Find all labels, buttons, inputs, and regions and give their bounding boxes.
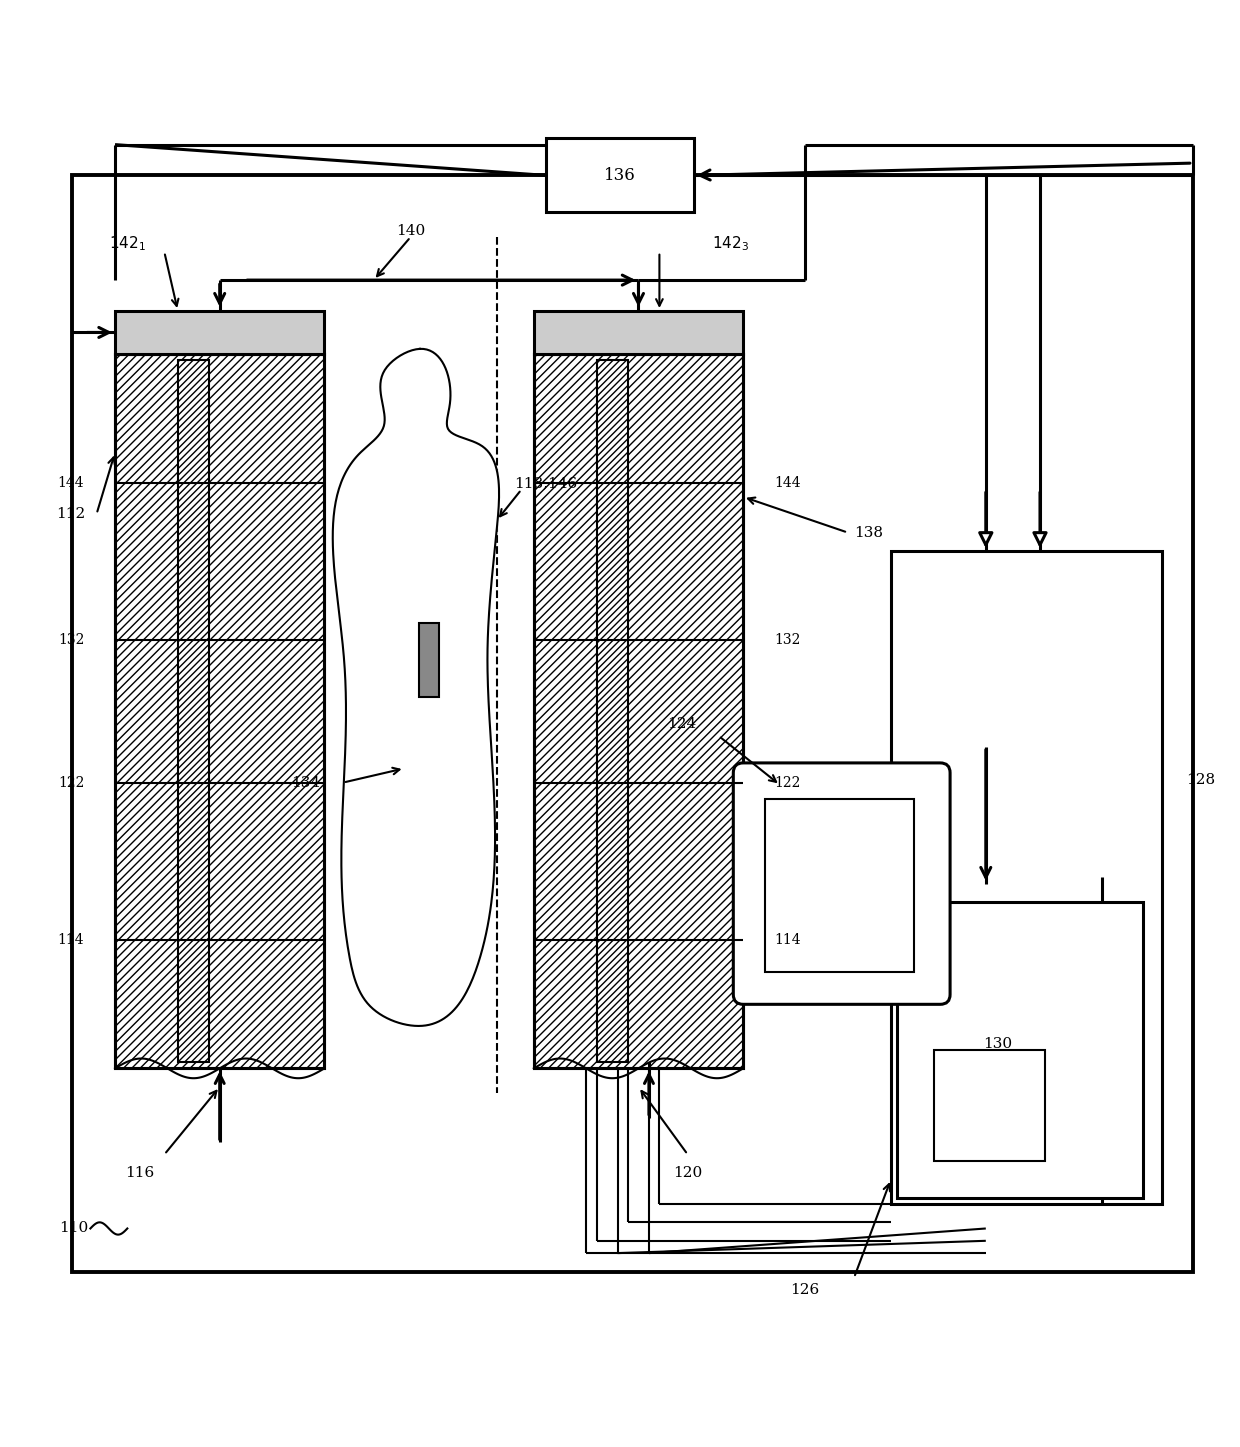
Bar xyxy=(533,355,743,1068)
Bar xyxy=(122,360,177,1062)
Text: 132: 132 xyxy=(774,632,800,647)
Bar xyxy=(177,360,210,1062)
Bar xyxy=(115,311,325,355)
Text: 122: 122 xyxy=(774,776,800,790)
Bar xyxy=(122,360,177,1062)
Bar xyxy=(177,360,210,1062)
Text: 128: 128 xyxy=(1187,773,1215,787)
Bar xyxy=(596,360,627,1062)
FancyBboxPatch shape xyxy=(733,763,950,1004)
Text: 144: 144 xyxy=(774,476,801,489)
Text: 120: 120 xyxy=(673,1166,702,1181)
Text: 144: 144 xyxy=(57,476,84,489)
Text: 126: 126 xyxy=(790,1283,820,1297)
Bar xyxy=(419,624,439,697)
Text: $142_1$: $142_1$ xyxy=(109,234,146,252)
Bar xyxy=(539,360,596,1062)
Bar xyxy=(115,355,325,1068)
Text: 132: 132 xyxy=(58,632,84,647)
Text: 130: 130 xyxy=(983,1036,1013,1051)
Text: 116: 116 xyxy=(125,1166,154,1181)
Text: 122: 122 xyxy=(58,776,84,790)
Bar xyxy=(533,355,743,1068)
Text: 118,146: 118,146 xyxy=(515,476,578,491)
Text: 140: 140 xyxy=(396,224,425,237)
Bar xyxy=(897,901,1143,1198)
Text: $142_3$: $142_3$ xyxy=(712,234,749,252)
Text: 134: 134 xyxy=(291,776,320,790)
Bar xyxy=(934,1051,1045,1160)
Bar xyxy=(115,355,325,1068)
Bar xyxy=(539,360,596,1062)
Text: 114: 114 xyxy=(57,933,84,946)
Polygon shape xyxy=(332,349,498,1026)
Text: 112: 112 xyxy=(56,506,86,521)
Bar xyxy=(533,355,743,1068)
Text: 114: 114 xyxy=(774,933,801,946)
Bar xyxy=(765,799,914,972)
Text: 124: 124 xyxy=(667,716,696,731)
Bar xyxy=(596,360,627,1062)
Bar xyxy=(72,175,1193,1272)
Bar xyxy=(115,355,325,1068)
Bar xyxy=(533,311,743,355)
Text: 138: 138 xyxy=(854,525,883,540)
Bar xyxy=(546,139,694,213)
Text: 110: 110 xyxy=(60,1221,89,1236)
Bar xyxy=(892,551,1162,1204)
Text: 136: 136 xyxy=(604,166,636,184)
